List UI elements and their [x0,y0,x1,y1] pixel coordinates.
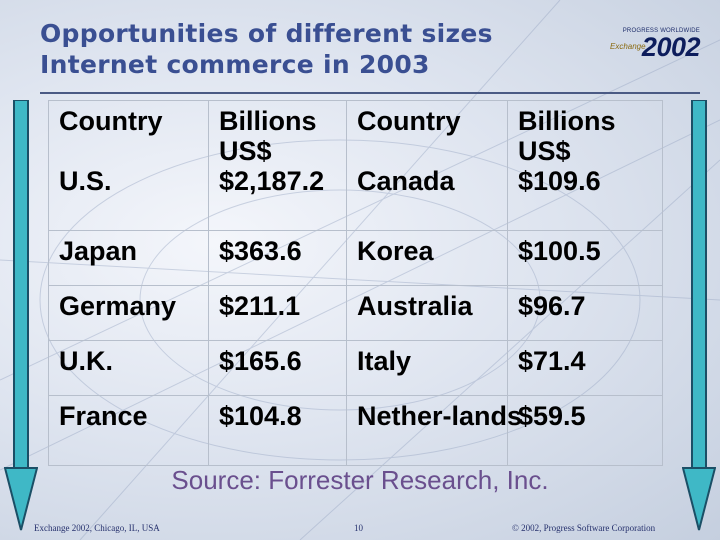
title-line-2: Internet commerce in 2003 [40,50,430,79]
cell-value: $104.8 [208,395,347,466]
cell-value: $363.6 [208,230,347,286]
cell-country: Germany [48,285,209,341]
title-line-1: Opportunities of different sizes [40,19,493,48]
table-cell: Country U.S. [48,100,209,231]
table-row: Country U.S. Billions US$ $2,187.2 Count… [48,100,663,231]
page-number: 10 [354,523,363,533]
header-billions: Billions US$ [219,106,317,166]
cell-country: Japan [48,230,209,286]
footer-event: Exchange 2002, Chicago, IL, USA [34,523,160,533]
source-citation: Source: Forrester Research, Inc. [171,465,549,495]
cell-value: $96.7 [507,285,663,341]
cell-value: $71.4 [507,340,663,396]
ecommerce-table: Country U.S. Billions US$ $2,187.2 Count… [48,100,663,466]
table-row: France $104.8 Nether-lands $59.5 [48,395,663,466]
cell-country: France [48,395,209,466]
cell-value: $165.6 [208,340,347,396]
table-row: Germany $211.1 Australia $96.7 [48,285,663,341]
cell-country: Italy [346,340,508,396]
header-billions: Billions US$ [518,106,616,166]
title-divider [40,92,700,94]
table-row: Japan $363.6 Korea $100.5 [48,230,663,286]
cell-value: $100.5 [507,230,663,286]
cell-country: Nether-lands [346,395,522,466]
arrow-down-left-icon [4,100,38,531]
table-cell: Billions US$ $2,187.2 [208,100,347,231]
exchange-2002-logo: PROGRESS WORLDWIDE Exchange 2002 [610,26,706,66]
table-cell: Country Canada [346,100,508,231]
cell-value: $211.1 [208,285,347,341]
cell-country: U.S. [59,166,112,196]
arrow-down-right-icon [682,100,716,531]
cell-country: U.K. [48,340,209,396]
cell-value: $59.5 [507,395,663,466]
cell-value: $109.6 [518,166,601,196]
logo-year: 2002 [641,32,701,62]
footer-copyright: © 2002, Progress Software Corporation [512,523,656,533]
cell-country: Canada [357,166,455,196]
cell-country: Australia [346,285,508,341]
table-row: U.K. $165.6 Italy $71.4 [48,340,663,396]
logo-tagline: PROGRESS WORLDWIDE [622,28,700,34]
table-cell: Billions US$ $109.6 [507,100,663,231]
cell-value: $2,187.2 [219,166,325,196]
cell-country: Korea [346,230,508,286]
header-country: Country [59,106,163,136]
logo-name: Exchange [610,42,646,51]
slide-title: Opportunities of different sizes Interne… [40,18,493,80]
header-country: Country [357,106,461,136]
